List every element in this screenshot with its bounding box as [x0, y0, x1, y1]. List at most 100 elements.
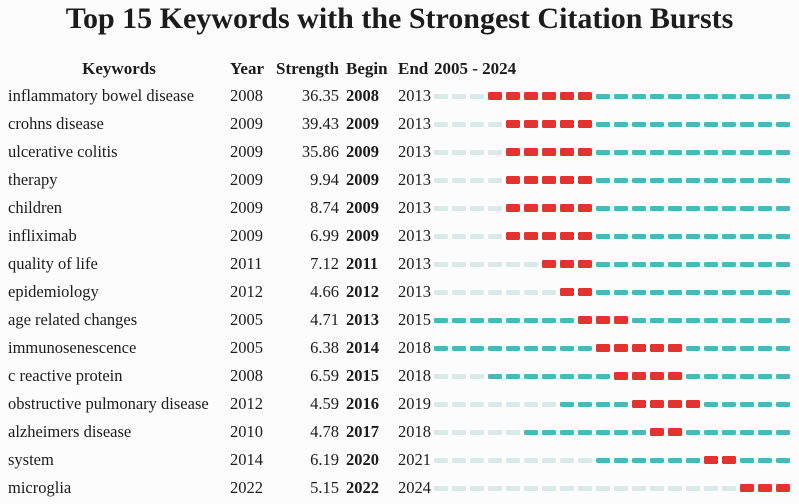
timeline-segment-2022	[740, 289, 754, 295]
timeline-segment-2020	[704, 456, 718, 464]
timeline-segment-2007	[470, 317, 484, 323]
timeline-segment-2008	[488, 345, 502, 351]
timeline-segment-2005	[434, 233, 448, 239]
year-cell: 2009	[230, 198, 263, 217]
timeline-segment-2005	[434, 345, 448, 351]
timeline-segment-2009	[506, 176, 520, 184]
timeline-segment-2023	[758, 233, 772, 239]
keyword-cell: quality of life	[8, 254, 98, 273]
timeline-segment-2014	[596, 149, 610, 155]
timeline-segment-2022	[740, 373, 754, 379]
timeline-segment-2014	[596, 205, 610, 211]
year-cell: 2009	[230, 170, 263, 189]
timeline-segment-2015	[614, 316, 628, 324]
timeline-segment-2021	[722, 261, 736, 267]
timeline-segment-2011	[542, 289, 556, 295]
end-cell: 2018	[398, 366, 431, 385]
timeline-segment-2017	[650, 93, 664, 99]
timeline-segment-2009	[506, 317, 520, 323]
burst-timeline-bar	[434, 400, 790, 408]
timeline-segment-2023	[758, 121, 772, 127]
timeline-segment-2013	[578, 485, 592, 491]
strength-cell: 6.99	[310, 226, 339, 245]
timeline-segment-2013	[578, 260, 592, 268]
begin-cell: 2009	[346, 114, 379, 133]
timeline-segment-2009	[506, 92, 520, 100]
timeline-segment-2005	[434, 289, 448, 295]
header-begin: Begin	[346, 59, 388, 78]
timeline-segment-2021	[722, 456, 736, 464]
timeline-segment-2023	[758, 289, 772, 295]
timeline-segment-2014	[596, 429, 610, 435]
timeline-segment-2013	[578, 316, 592, 324]
timeline-segment-2010	[524, 232, 538, 240]
timeline-segment-2006	[452, 121, 466, 127]
table-row: infliximab 2009 6.99 2009 2013	[0, 222, 799, 250]
timeline-segment-2024	[776, 317, 790, 323]
keyword-cell: children	[8, 198, 63, 217]
timeline-segment-2009	[506, 204, 520, 212]
timeline-segment-2020	[704, 401, 718, 407]
burst-timeline-bar	[434, 120, 790, 128]
year-cell: 2005	[230, 310, 263, 329]
timeline-segment-2018	[668, 457, 682, 463]
timeline-segment-2006	[452, 93, 466, 99]
begin-cell: 2020	[346, 450, 379, 469]
timeline-segment-2024	[776, 233, 790, 239]
year-cell: 2009	[230, 226, 263, 245]
burst-timeline-bar	[434, 204, 790, 212]
timeline-segment-2016	[632, 177, 646, 183]
timeline-segment-2005	[434, 317, 448, 323]
begin-cell: 2015	[346, 366, 379, 385]
timeline-segment-2010	[524, 373, 538, 379]
strength-cell: 6.38	[310, 338, 339, 357]
timeline-segment-2012	[560, 401, 574, 407]
year-cell: 2022	[230, 478, 263, 497]
timeline-segment-2005	[434, 429, 448, 435]
end-cell: 2013	[398, 226, 431, 245]
timeline-segment-2007	[470, 485, 484, 491]
burst-timeline-bar	[434, 428, 790, 436]
timeline-segment-2019	[686, 400, 700, 408]
timeline-segment-2006	[452, 401, 466, 407]
timeline-segment-2022	[740, 345, 754, 351]
header-strength: Strength	[276, 59, 339, 78]
timeline-segment-2021	[722, 317, 736, 323]
keyword-cell: ulcerative colitis	[8, 142, 118, 161]
burst-timeline-bar	[434, 372, 790, 380]
timeline-segment-2012	[560, 345, 574, 351]
timeline-segment-2015	[614, 149, 628, 155]
year-cell: 2009	[230, 142, 263, 161]
timeline-segment-2023	[758, 261, 772, 267]
timeline-segment-2017	[650, 233, 664, 239]
timeline-segment-2024	[776, 121, 790, 127]
timeline-segment-2014	[596, 261, 610, 267]
timeline-segment-2021	[722, 149, 736, 155]
timeline-segment-2011	[542, 345, 556, 351]
timeline-segment-2005	[434, 373, 448, 379]
timeline-segment-2016	[632, 205, 646, 211]
table-row: alzheimers disease 2010 4.78 2017 2018	[0, 418, 799, 446]
timeline-segment-2007	[470, 261, 484, 267]
timeline-segment-2024	[776, 289, 790, 295]
table-header: Keywords Year Strength Begin End 2005 - …	[0, 56, 799, 82]
timeline-segment-2021	[722, 177, 736, 183]
end-cell: 2013	[398, 282, 431, 301]
timeline-segment-2014	[596, 316, 610, 324]
table-row: immunosenescence 2005 6.38 2014 2018	[0, 334, 799, 362]
timeline-segment-2011	[542, 232, 556, 240]
timeline-segment-2018	[668, 205, 682, 211]
timeline-segment-2014	[596, 233, 610, 239]
timeline-segment-2008	[488, 205, 502, 211]
timeline-segment-2015	[614, 372, 628, 380]
timeline-segment-2020	[704, 373, 718, 379]
timeline-segment-2005	[434, 149, 448, 155]
timeline-segment-2012	[560, 204, 574, 212]
timeline-segment-2021	[722, 373, 736, 379]
timeline-segment-2015	[614, 289, 628, 295]
timeline-segment-2013	[578, 92, 592, 100]
timeline-segment-2024	[776, 177, 790, 183]
strength-cell: 35.86	[301, 142, 339, 161]
begin-cell: 2016	[346, 394, 379, 413]
header-end: End	[398, 59, 429, 78]
